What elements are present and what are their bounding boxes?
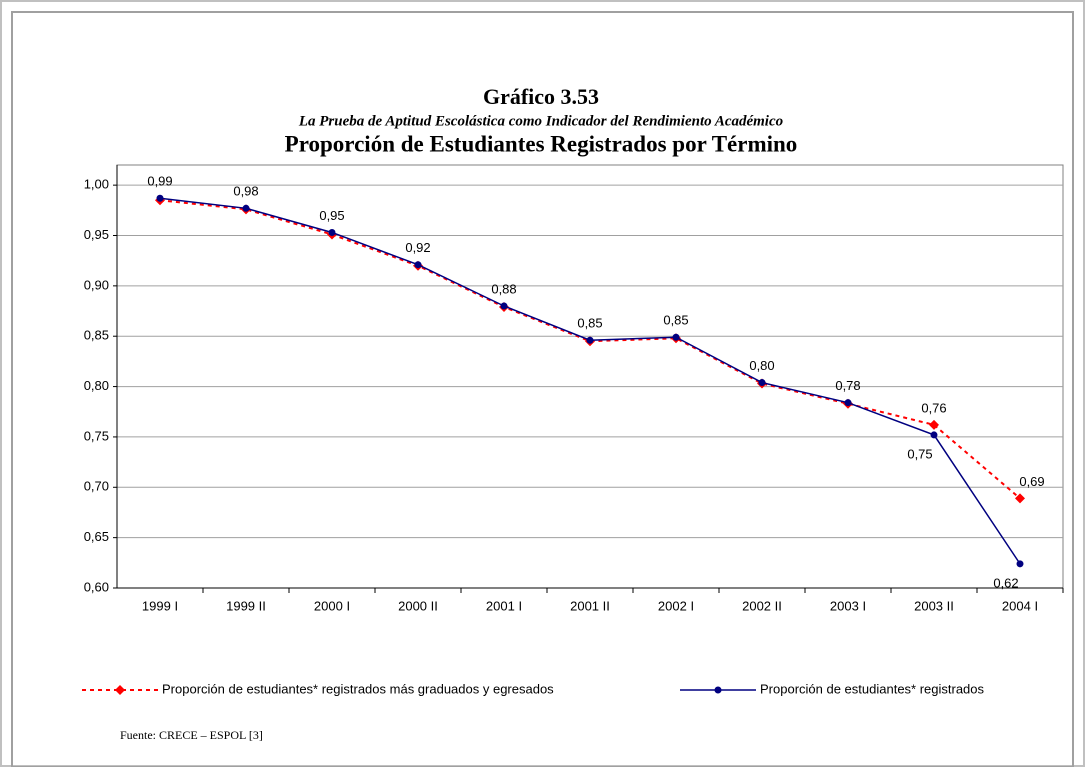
legend-label: Proporción de estudiantes* registrados m… <box>162 681 554 696</box>
circle-marker <box>672 333 680 341</box>
data-label: 0,95 <box>319 208 344 223</box>
circle-marker <box>500 302 508 310</box>
x-tick-label: 2000 II <box>398 598 438 613</box>
data-label: 0,85 <box>663 313 688 328</box>
y-tick-label: 0,75 <box>84 428 109 443</box>
y-tick-label: 0,65 <box>84 529 109 544</box>
y-tick-label: 0,90 <box>84 277 109 292</box>
x-tick-label: 2001 II <box>570 598 610 613</box>
circle-marker <box>758 379 766 387</box>
x-tick-label: 2004 I <box>1002 598 1038 613</box>
data-label: 0,92 <box>405 240 430 255</box>
x-tick-label: 2003 I <box>830 598 866 613</box>
y-tick-label: 0,85 <box>84 328 109 343</box>
legend-marker <box>115 685 125 695</box>
x-tick-label: 2000 I <box>314 598 350 613</box>
inner-frame <box>11 11 1074 767</box>
circle-marker <box>1016 560 1024 568</box>
x-tick-label: 2001 I <box>486 598 522 613</box>
data-label: 0,75 <box>907 446 932 461</box>
x-tick-label: 1999 II <box>226 598 266 613</box>
x-tick-label: 2003 II <box>914 598 954 613</box>
data-label: 0,78 <box>835 378 860 393</box>
data-label: 0,62 <box>993 575 1018 590</box>
y-tick-label: 0,70 <box>84 479 109 494</box>
circle-marker <box>844 399 852 407</box>
circle-marker <box>414 261 422 269</box>
diamond-marker <box>929 419 939 430</box>
data-label: 0,85 <box>577 316 602 331</box>
data-label: 0,69 <box>1019 474 1044 489</box>
legend-marker <box>714 686 722 694</box>
circle-marker <box>328 228 336 236</box>
x-tick-label: 1999 I <box>142 598 178 613</box>
source-note: Fuente: CRECE – ESPOL [3] <box>120 728 263 742</box>
x-tick-label: 2002 I <box>658 598 694 613</box>
data-label: 0,98 <box>233 184 258 199</box>
diamond-marker <box>1015 493 1025 504</box>
legend-label: Proporción de estudiantes* registrados <box>760 681 985 696</box>
y-tick-label: 0,95 <box>84 227 109 242</box>
y-tick-label: 0,60 <box>84 579 109 594</box>
plot-area <box>116 164 1064 589</box>
data-label: 0,88 <box>491 281 516 296</box>
data-label: 0,80 <box>749 358 774 373</box>
y-tick-label: 1,00 <box>84 177 109 192</box>
chart-subtitle: La Prueba de Aptitud Escolástica como In… <box>298 113 783 129</box>
circle-marker <box>586 336 594 344</box>
chart-title: Gráfico 3.53 <box>483 84 599 109</box>
x-tick-label: 2002 II <box>742 598 782 613</box>
circle-marker <box>930 431 938 439</box>
circle-marker <box>156 194 164 202</box>
data-label: 0,99 <box>147 174 172 189</box>
series-line <box>159 199 1021 500</box>
circle-marker <box>242 204 250 212</box>
y-tick-label: 0,80 <box>84 378 109 393</box>
chart-heading: Proporción de Estudiantes Registrados po… <box>285 131 798 156</box>
data-label: 0,76 <box>921 400 946 415</box>
